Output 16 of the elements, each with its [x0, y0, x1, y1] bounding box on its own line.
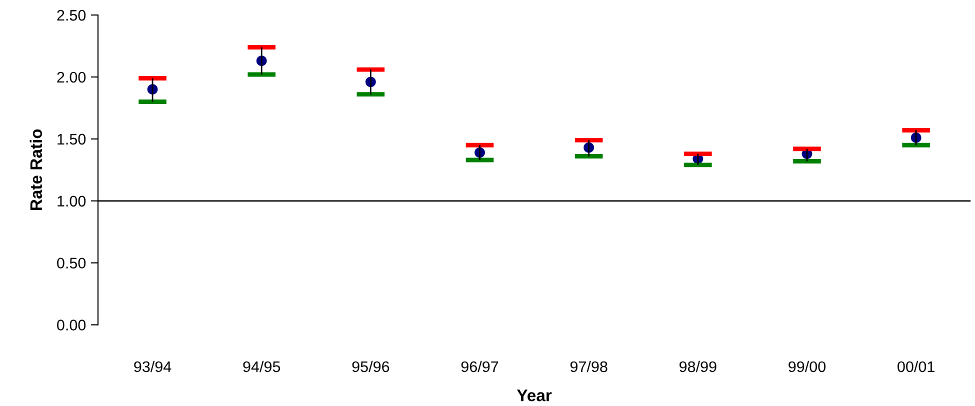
y-tick-label: 1.50 [58, 134, 86, 145]
x-tick-label: 93/94 [134, 360, 172, 372]
x-tick-label: 94/95 [243, 360, 280, 372]
x-tick-label: 96/97 [461, 360, 498, 372]
x-tick-label: 99/00 [788, 360, 826, 372]
x-tick-label: 95/96 [352, 360, 390, 372]
x-tick-label: 97/98 [570, 360, 608, 372]
y-tick-label: 0.50 [57, 258, 86, 269]
y-tick-label: 2.00 [57, 72, 86, 83]
x-tick-label: 00/01 [898, 360, 934, 372]
y-axis-title: Rate Ratio [30, 129, 42, 210]
x-axis-title: Year [516, 390, 552, 402]
x-tick-label: 98/99 [680, 360, 716, 372]
y-tick-label: 0.00 [57, 320, 86, 330]
y-tick-label: 2.50 [57, 10, 86, 21]
y-tick-label: 1.00 [58, 196, 86, 207]
